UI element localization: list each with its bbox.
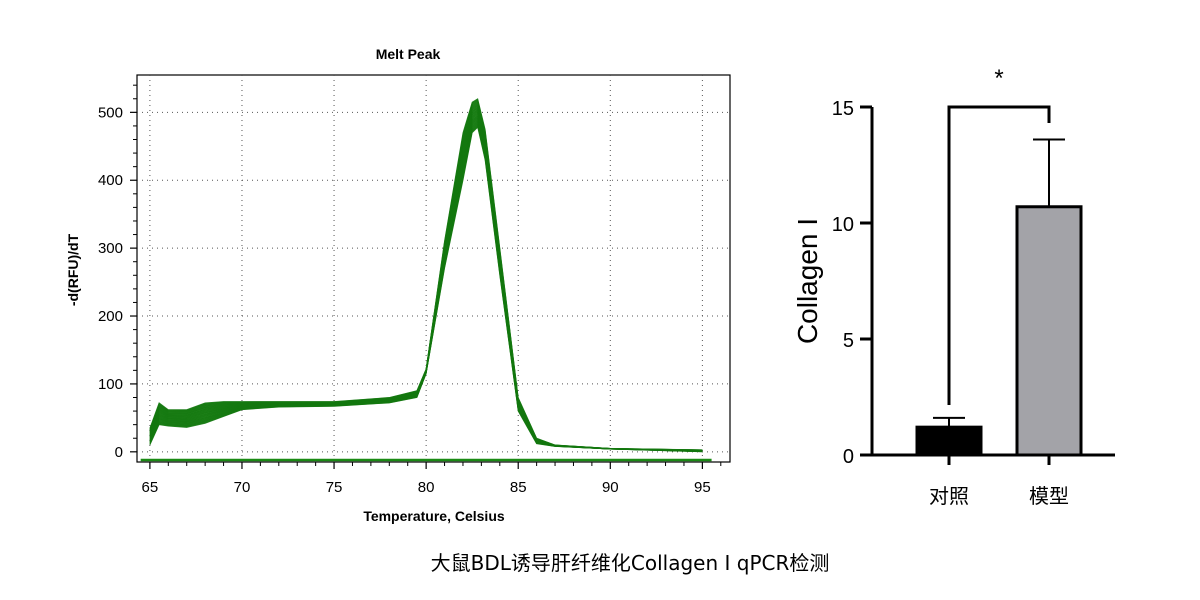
melt-curve-trace <box>149 116 703 452</box>
bar-y-tick-label: 5 <box>843 330 854 352</box>
melt-plot-frame <box>136 74 731 463</box>
melt-x-tick-label: 90 <box>602 479 619 496</box>
melt-x-axis-label: Temperature, Celsius <box>363 508 505 524</box>
melt-y-tick-label: 300 <box>98 240 123 257</box>
significance-bracket-line <box>947 105 1051 405</box>
melt-x-axis: 65 70 75 80 85 90 95 <box>142 462 722 496</box>
bar-marks: 对照 模型 <box>915 138 1083 508</box>
melt-y-tick-label: 500 <box>98 104 123 121</box>
bar-y-tick-label: 15 <box>832 98 854 120</box>
melt-y-tick-label: 0 <box>115 444 123 461</box>
melt-x-tick-label: 85 <box>510 479 527 496</box>
melt-x-tick-label: 70 <box>234 479 251 496</box>
melt-x-tick-label: 65 <box>142 479 159 496</box>
melt-curve-trace <box>149 98 703 451</box>
bar-y-tick-label: 0 <box>843 446 854 468</box>
melt-y-tick-label: 400 <box>98 172 123 189</box>
bar-category-label: 对照 <box>929 484 969 508</box>
bar-y-tick-label: 10 <box>832 214 854 236</box>
bar-y-axis-label: Collagen I <box>792 218 823 344</box>
melt-curve-trace <box>149 99 703 451</box>
melt-curve-trace <box>149 105 703 451</box>
melt-curve-trace <box>149 106 703 451</box>
melt-x-tick-label: 95 <box>694 479 711 496</box>
melt-y-axis: 0 100 200 300 400 500 <box>98 84 137 461</box>
melt-x-tick-label: 80 <box>418 479 435 496</box>
figure-caption: 大鼠BDL诱导肝纤维化Collagen I qPCR检测 <box>431 551 830 575</box>
melt-curve-trace <box>149 101 703 451</box>
bar-2 <box>1015 205 1083 457</box>
melt-y-tick-label: 100 <box>98 376 123 393</box>
melt-peak-chart: Melt Peak 65 70 75 80 85 90 95 0 100 200 300 400 50… <box>65 46 731 524</box>
melt-x-tick-label: 75 <box>326 479 343 496</box>
melt-y-tick-label: 200 <box>98 308 123 325</box>
bar-1 <box>915 425 983 457</box>
bar-axes: 0 5 10 15 <box>832 98 1115 468</box>
melt-y-axis-label: -d(RFU)/dT <box>65 233 81 306</box>
collagen-bar-chart: 0 5 10 15 对照 模型 * Collagen I <box>792 65 1115 508</box>
significance-bracket: * <box>947 65 1051 405</box>
bar-category-label: 模型 <box>1029 484 1069 508</box>
melt-curve-trace <box>149 103 703 451</box>
melt-curves <box>140 98 712 462</box>
melt-curve-trace <box>149 107 703 451</box>
melt-curve-trace <box>149 111 703 452</box>
significance-star: * <box>994 65 1003 92</box>
melt-chart-title: Melt Peak <box>376 46 441 62</box>
